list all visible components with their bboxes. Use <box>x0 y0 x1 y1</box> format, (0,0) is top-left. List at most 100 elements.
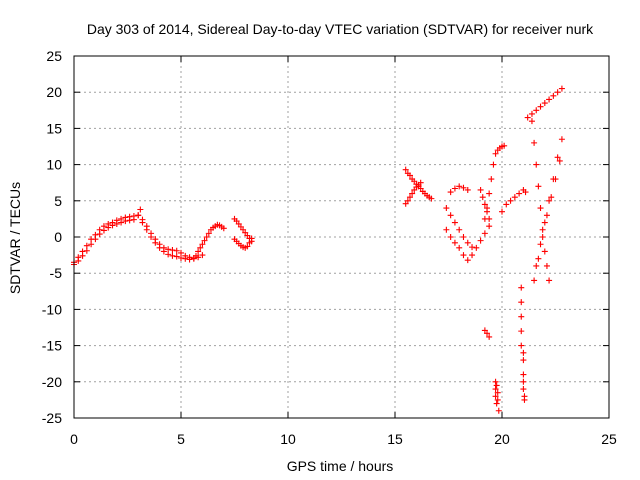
y-tick-label: -10 <box>42 301 62 317</box>
data-point <box>203 234 210 240</box>
data-point <box>75 257 82 264</box>
y-tick-label: 25 <box>46 48 62 64</box>
chart-title: Day 303 of 2014, Sidereal Day-to-day VTE… <box>87 21 594 37</box>
grid-layer <box>74 56 609 418</box>
data-point <box>182 255 189 262</box>
data-point <box>494 396 501 403</box>
data-marks <box>71 85 565 414</box>
data-point <box>443 205 450 212</box>
data-point <box>556 157 563 164</box>
data-point <box>520 378 527 385</box>
axis-ticks <box>73 55 610 419</box>
x-tick-label: 20 <box>494 431 510 447</box>
data-point <box>447 234 454 240</box>
series-arc-6-top <box>447 183 471 196</box>
data-point <box>83 247 90 254</box>
y-tick-label: -5 <box>50 265 63 281</box>
data-point <box>503 201 510 208</box>
data-point <box>520 357 527 364</box>
data-point <box>199 241 206 248</box>
data-point <box>541 100 548 107</box>
data-point <box>83 242 90 249</box>
data-point <box>492 386 499 393</box>
data-point <box>130 216 137 223</box>
data-point <box>490 161 497 168</box>
data-point <box>105 224 112 231</box>
data-point <box>518 299 525 306</box>
series-arc-4-lower <box>231 235 255 251</box>
data-point <box>152 239 159 246</box>
data-point <box>548 194 555 201</box>
data-point <box>554 154 561 161</box>
y-tick-label: 5 <box>54 193 62 209</box>
data-point <box>501 142 508 149</box>
y-tick-label: 10 <box>46 157 62 173</box>
data-point <box>205 230 212 237</box>
data-point <box>178 254 184 261</box>
y-axis-label: SDTVAR / TECUs <box>7 182 23 294</box>
data-point <box>178 249 184 256</box>
data-point <box>518 284 525 291</box>
data-point <box>201 237 208 244</box>
data-point <box>143 226 150 233</box>
data-point <box>122 218 129 225</box>
data-point <box>546 197 553 204</box>
data-point <box>113 220 120 227</box>
series-arc-3 <box>192 221 227 259</box>
data-point <box>148 234 155 240</box>
data-point <box>173 253 180 260</box>
data-point <box>535 255 542 262</box>
data-point <box>447 189 454 196</box>
data-point <box>479 194 486 201</box>
data-point <box>533 262 540 269</box>
series-drop-1 <box>492 378 502 414</box>
series-arc-5 <box>402 166 435 202</box>
data-point <box>406 194 413 201</box>
data-point <box>169 252 176 259</box>
data-point <box>96 231 103 238</box>
data-point <box>192 252 199 259</box>
data-point <box>543 262 550 269</box>
data-point <box>197 244 204 251</box>
series-arc-8 <box>524 85 565 121</box>
series-column-21 <box>518 284 528 403</box>
data-point <box>550 92 557 99</box>
data-point <box>521 396 528 403</box>
data-point <box>533 161 540 168</box>
data-point <box>531 277 538 284</box>
data-point <box>165 251 172 258</box>
data-point <box>186 256 193 263</box>
data-point <box>493 382 500 389</box>
y-tick-label: 0 <box>54 229 62 245</box>
series-scatter-mid <box>499 186 529 215</box>
data-point <box>499 208 505 215</box>
data-point <box>126 217 133 224</box>
data-point <box>173 247 180 254</box>
data-point <box>137 206 144 213</box>
data-point <box>246 239 253 246</box>
data-point <box>477 237 484 244</box>
data-point <box>481 201 488 208</box>
data-point <box>88 241 95 248</box>
data-point <box>477 186 484 193</box>
y-tick-label: -25 <box>42 410 62 426</box>
data-point <box>473 244 480 251</box>
data-point <box>546 277 553 284</box>
data-point <box>195 248 202 255</box>
data-point <box>486 333 493 340</box>
data-point <box>402 166 409 173</box>
data-point <box>533 107 540 114</box>
data-point <box>554 89 561 96</box>
series-arc-9-lower <box>531 157 563 284</box>
y-tick-labels: -25 -20 -15 -10 -5 0 5 10 15 20 25 <box>42 48 62 426</box>
data-point <box>109 222 116 229</box>
data-point <box>537 205 544 212</box>
x-tick-label: 15 <box>387 431 403 447</box>
data-point <box>118 219 125 226</box>
data-point <box>460 184 467 191</box>
data-point <box>456 244 463 251</box>
data-point <box>135 212 142 219</box>
data-point <box>169 247 176 254</box>
y-tick-label: 15 <box>46 120 62 136</box>
